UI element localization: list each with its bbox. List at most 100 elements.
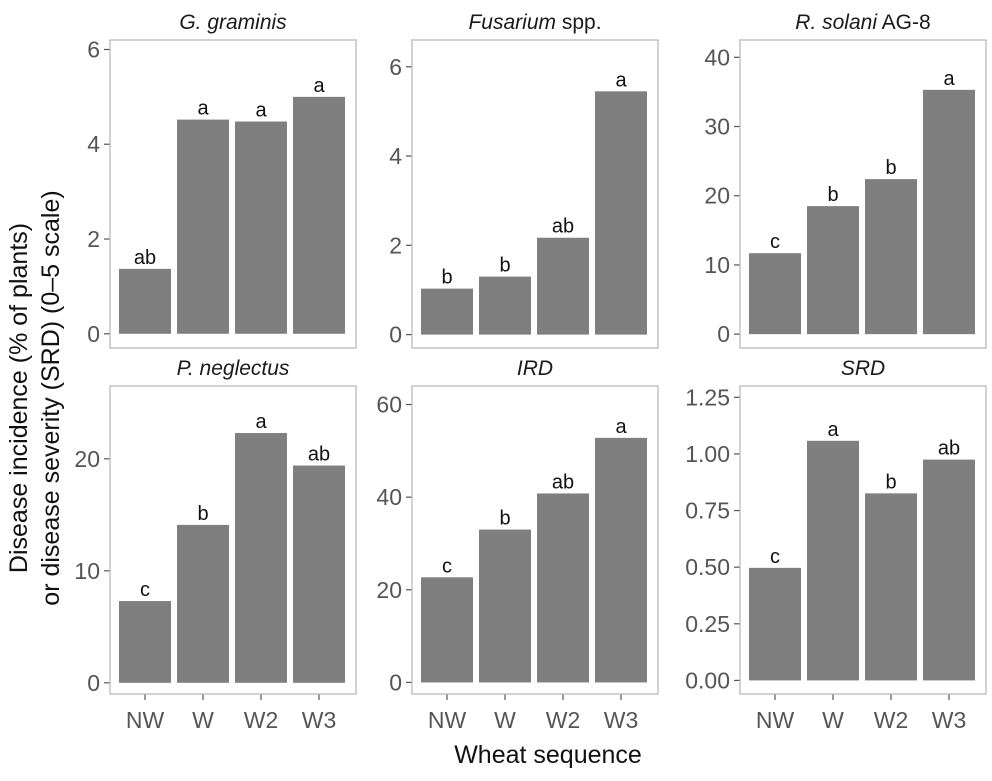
y-tick-label: 20 <box>74 446 100 472</box>
panel-5: IRD 0 20 40 60 c NW b Wab W2 a W3 <box>376 357 659 733</box>
x-tick-label: W3 <box>604 707 639 733</box>
panel-4: P. neglectus 0 10 20 c NW b Wa W2 ab W3 <box>74 357 357 733</box>
y-tick-label: 20 <box>704 183 730 209</box>
bar-nw <box>119 601 171 683</box>
bar-nw <box>421 288 473 335</box>
y-tick-label: 2 <box>389 232 402 258</box>
panel-frame <box>109 385 357 695</box>
significance-label: ab <box>308 444 330 466</box>
panel-frame <box>411 39 659 349</box>
x-tick-label: W <box>822 707 844 733</box>
significance-label: a <box>313 75 325 97</box>
x-tick-label: W2 <box>244 707 279 733</box>
panel-6: SRD 0.00 0.25 0.50 0.75 1.00 1.25 c NW a Wb W2 ab W3 <box>685 357 987 733</box>
panel-title: R. solani AG-8 <box>795 11 930 34</box>
bar-w2 <box>537 237 589 335</box>
panel-3: R. solani AG-8 0 10 20 30 40 c b b a <box>704 11 987 349</box>
panel-1: G. graminis 0 2 4 6 ab a a a <box>87 11 357 349</box>
significance-label: c <box>140 579 150 601</box>
panel-title: SRD <box>841 357 885 380</box>
panel-title-part: P. neglectus <box>177 357 290 380</box>
bar-w <box>177 524 229 683</box>
y-tick-label: 6 <box>87 36 100 62</box>
panel-title-part: AG-8 <box>877 11 931 34</box>
significance-label: c <box>770 546 780 568</box>
x-tick-label: W <box>192 707 214 733</box>
x-tick-label: W2 <box>546 707 581 733</box>
significance-label: b <box>499 508 510 530</box>
significance-label: ab <box>134 247 156 269</box>
bar-w3 <box>293 465 345 683</box>
significance-label: c <box>442 555 452 577</box>
y-tick-label: 0 <box>87 670 100 696</box>
bar-w2 <box>235 433 287 683</box>
panel-frame <box>739 385 987 695</box>
bar-w2 <box>865 493 917 681</box>
x-tick-label: W2 <box>874 707 909 733</box>
significance-label: a <box>615 69 627 91</box>
panel-title: Fusarium spp. <box>468 11 601 34</box>
panel-title: IRD <box>517 357 553 380</box>
x-tick-label: NW <box>126 707 165 733</box>
panel-title-part: G. graminis <box>179 11 287 34</box>
bar-w3 <box>923 89 975 335</box>
y-tick-label: 10 <box>74 558 100 584</box>
bar-w <box>807 206 859 335</box>
y-tick-label: 0 <box>87 321 100 347</box>
bar-nw <box>119 268 171 334</box>
panel-2: Fusarium spp. 0 2 4 6 b b ab a <box>389 11 659 349</box>
y-tick-label: 0.75 <box>685 498 730 524</box>
y-tick-label: 0 <box>717 321 730 347</box>
y-tick-label: 40 <box>704 44 730 70</box>
panel-title-part: R. solani <box>795 11 878 34</box>
y-tick-label: 20 <box>376 577 402 603</box>
panel-title-part: SRD <box>841 357 885 380</box>
bar-w <box>177 119 229 334</box>
bar-w <box>479 276 531 335</box>
x-tick-label: NW <box>428 707 467 733</box>
bar-nw <box>749 253 801 335</box>
panel-frame <box>109 39 357 349</box>
bar-w3 <box>595 437 647 683</box>
significance-label: b <box>441 267 452 289</box>
y-tick-label: 0 <box>389 322 402 348</box>
significance-label: a <box>827 419 839 441</box>
bar-w <box>479 529 531 683</box>
significance-label: a <box>197 98 209 120</box>
significance-label: a <box>943 68 955 90</box>
y-tick-label: 2 <box>87 226 100 252</box>
significance-label: ab <box>938 438 960 460</box>
significance-label: c <box>770 231 780 253</box>
bar-w3 <box>923 459 975 681</box>
y-tick-label: 0.50 <box>685 554 730 580</box>
bar-w2 <box>235 121 287 334</box>
x-axis-title: Wheat sequence <box>454 741 642 769</box>
y-tick-label: 6 <box>389 54 402 80</box>
bar-w2 <box>537 493 589 683</box>
y-tick-label: 0.00 <box>685 667 730 693</box>
significance-label: ab <box>552 216 574 238</box>
significance-label: b <box>885 471 896 493</box>
panel-title: P. neglectus <box>177 357 290 380</box>
y-tick-label: 4 <box>87 131 100 157</box>
panel-frame <box>411 385 659 695</box>
x-tick-label: NW <box>756 707 795 733</box>
significance-label: a <box>615 416 627 438</box>
y-tick-label: 1.00 <box>685 441 730 467</box>
panel-title-part: Fusarium <box>468 11 556 34</box>
significance-label: a <box>255 411 267 433</box>
x-tick-label: W3 <box>302 707 337 733</box>
x-tick-label: W3 <box>932 707 967 733</box>
bar-nw <box>749 567 801 681</box>
y-axis-title-line1: Disease incidence (% of plants) <box>5 223 33 573</box>
y-tick-label: 0 <box>389 669 402 695</box>
significance-label: b <box>827 184 838 206</box>
y-tick-label: 4 <box>389 143 402 169</box>
y-tick-label: 0.25 <box>685 611 730 637</box>
y-tick-label: 60 <box>376 392 402 418</box>
significance-label: b <box>499 255 510 277</box>
bar-w3 <box>293 96 345 334</box>
significance-label: b <box>197 503 208 525</box>
y-tick-label: 30 <box>704 114 730 140</box>
